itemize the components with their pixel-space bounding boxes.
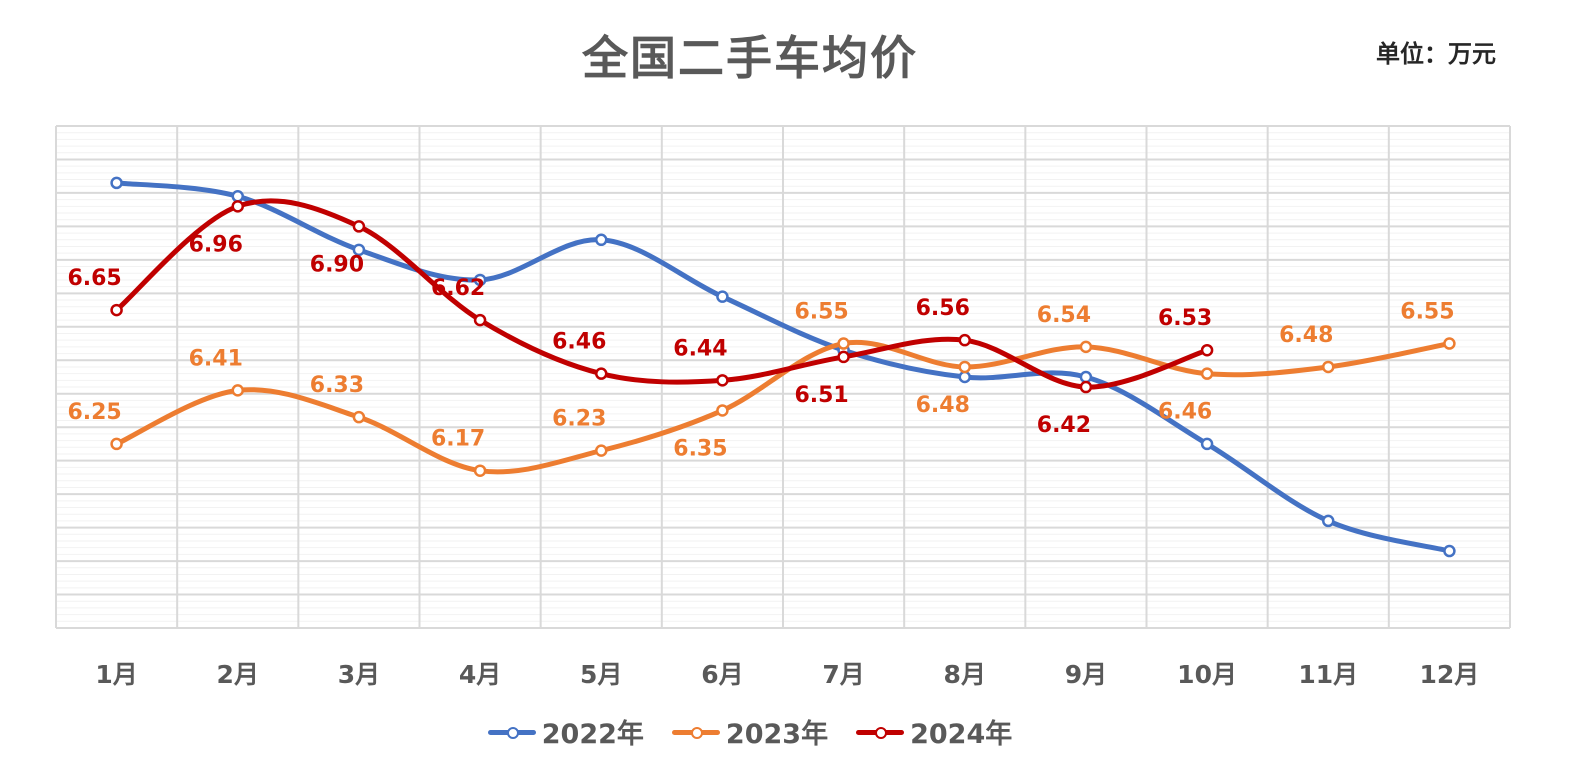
data-point	[1443, 544, 1456, 558]
data-point	[231, 190, 244, 203]
data-point	[1079, 380, 1093, 394]
data-label: 6.65	[67, 266, 121, 291]
data-label: 6.23	[552, 407, 606, 432]
data-label: 6.56	[916, 296, 970, 321]
data-point	[958, 370, 971, 384]
data-label: 6.53	[1158, 306, 1212, 331]
data-point	[110, 303, 123, 317]
data-label: 6.46	[1158, 400, 1212, 425]
x-tick-label: 6月	[701, 660, 743, 689]
data-point	[837, 350, 850, 364]
data-label: 6.33	[310, 373, 364, 398]
x-tick-label: 7月	[822, 660, 864, 689]
legend-swatch	[671, 722, 720, 742]
data-point	[716, 404, 729, 417]
data-labels: 6.25 6.41 6.33 6.17 6.23 6.35 6.55 6.48 6.54 6.46…	[67, 232, 1454, 461]
data-label: 6.17	[431, 427, 485, 452]
legend-swatch	[856, 722, 905, 742]
data-point	[352, 410, 366, 424]
x-tick-label: 1月	[95, 660, 137, 689]
series-line-0	[114, 180, 1452, 554]
data-point	[231, 200, 244, 213]
data-label: 6.62	[431, 276, 485, 301]
data-point	[473, 464, 487, 477]
x-tick-label: 12月	[1420, 660, 1480, 689]
data-label: 6.48	[1279, 323, 1333, 348]
series-points	[110, 176, 1456, 558]
data-label: 6.48	[916, 393, 970, 418]
x-axis-ticks: 1月 2月 3月 4月 5月 6月 7月 8月 9月 10月 11月 12月	[95, 660, 1479, 689]
legend-item: 2023年	[671, 712, 829, 751]
data-label: 6.25	[67, 400, 121, 425]
data-point	[595, 444, 608, 457]
data-point	[110, 176, 123, 190]
data-point	[958, 360, 971, 374]
data-point	[110, 437, 123, 451]
x-tick-label: 11月	[1298, 660, 1358, 689]
data-label: 6.54	[1037, 303, 1091, 328]
data-point	[1200, 437, 1214, 451]
series-line-1	[114, 339, 1452, 475]
data-point	[473, 313, 487, 327]
data-label: 6.42	[1037, 413, 1091, 438]
data-point	[1322, 514, 1335, 528]
legend-label: 2023年	[725, 719, 829, 750]
data-point	[1200, 367, 1214, 380]
x-tick-label: 3月	[338, 660, 380, 689]
data-label: 6.55	[794, 300, 848, 325]
data-point	[595, 233, 608, 247]
data-point	[473, 273, 487, 287]
series-line-2	[114, 198, 1210, 390]
data-point	[352, 220, 366, 233]
data-label: 6.46	[552, 330, 606, 355]
data-label: 6.44	[673, 336, 727, 361]
data-label: 6.41	[189, 346, 243, 371]
data-point	[352, 243, 366, 257]
chart-title: 全国二手车均价	[582, 31, 918, 85]
data-point	[1079, 370, 1093, 384]
data-label: 6.51	[794, 383, 848, 408]
data-label: 6.90	[310, 252, 364, 277]
x-tick-label: 5月	[580, 660, 622, 689]
data-point	[1200, 343, 1214, 357]
data-point	[958, 333, 971, 347]
data-label: 6.96	[189, 232, 243, 257]
unit-label: 单位：万元	[1376, 40, 1496, 68]
legend: 2022年 2023年 2024年	[0, 712, 1500, 751]
legend-label: 2022年	[541, 719, 644, 750]
data-point	[595, 367, 608, 380]
data-label: 6.55	[1400, 300, 1454, 325]
legend-label: 2024年	[910, 719, 1013, 750]
x-tick-label: 8月	[944, 660, 986, 689]
data-point	[1322, 360, 1335, 374]
x-tick-label: 10月	[1177, 660, 1237, 689]
data-point	[716, 290, 729, 303]
data-point	[1443, 337, 1456, 350]
grid-lines	[55, 125, 1511, 629]
legend-item: 2022年	[487, 712, 644, 751]
data-point	[231, 384, 244, 397]
x-tick-label: 4月	[459, 660, 501, 689]
data-point	[716, 374, 729, 387]
series-lines	[114, 180, 1452, 554]
data-point	[837, 337, 850, 350]
x-tick-label: 2月	[217, 660, 259, 689]
legend-item: 2024年	[856, 712, 1012, 751]
data-point	[1079, 340, 1093, 354]
legend-swatch	[487, 722, 536, 742]
x-tick-label: 9月	[1065, 660, 1107, 689]
line-chart: 1月 2月 3月 4月 5月 6月 7月 8月 9月 10月 11月 12月 6.25 6.41 6.33…	[55, 125, 1511, 689]
data-label: 6.35	[673, 436, 727, 461]
